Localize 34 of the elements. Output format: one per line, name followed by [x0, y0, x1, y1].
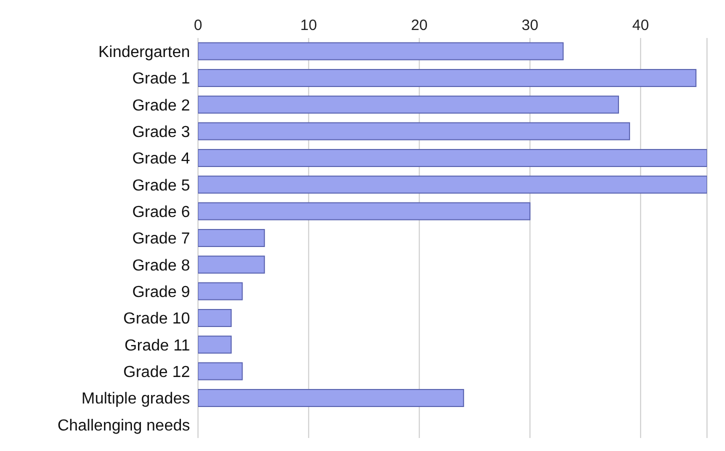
- y-tick-label: Grade 4: [132, 150, 190, 168]
- y-tick-label: Grade 5: [132, 177, 190, 194]
- bar: [198, 42, 564, 60]
- bar: [198, 388, 464, 407]
- y-tick-label: Grade 2: [132, 97, 190, 114]
- y-tick-label: Challenging needs: [57, 417, 190, 434]
- bar: [198, 202, 530, 220]
- y-tick-label: Grade 8: [132, 257, 190, 274]
- bar: [198, 148, 707, 167]
- bar: [198, 122, 630, 140]
- y-tick-label: Grade 7: [132, 230, 190, 248]
- y-tick-label: Grade 3: [132, 124, 190, 142]
- y-tick-label: Grade 9: [132, 284, 190, 302]
- y-tick-label: Grade 10: [123, 310, 190, 328]
- bar: [198, 228, 265, 247]
- y-tick-label: Grade 6: [132, 204, 190, 222]
- x-tick-label: 40: [632, 17, 649, 34]
- y-tick-label: Grade 1: [132, 70, 190, 88]
- x-tick-label: 20: [410, 17, 428, 34]
- x-tick-label: 30: [522, 17, 538, 34]
- bar: [198, 176, 707, 194]
- bar: [198, 308, 232, 327]
- y-tick-label: Grade 11: [124, 337, 190, 354]
- bar: [198, 282, 243, 300]
- x-tick-label: 10: [300, 17, 317, 34]
- y-tick-label: Grade 12: [123, 364, 190, 382]
- bar: [198, 256, 265, 274]
- y-tick-label: Multiple grades: [82, 390, 190, 408]
- bar: [198, 68, 696, 87]
- bar: [198, 96, 619, 114]
- x-tick-label: 0: [194, 17, 202, 34]
- bar: [198, 336, 232, 354]
- y-tick-label: Kindergarten: [98, 44, 190, 62]
- bar: [198, 362, 243, 380]
